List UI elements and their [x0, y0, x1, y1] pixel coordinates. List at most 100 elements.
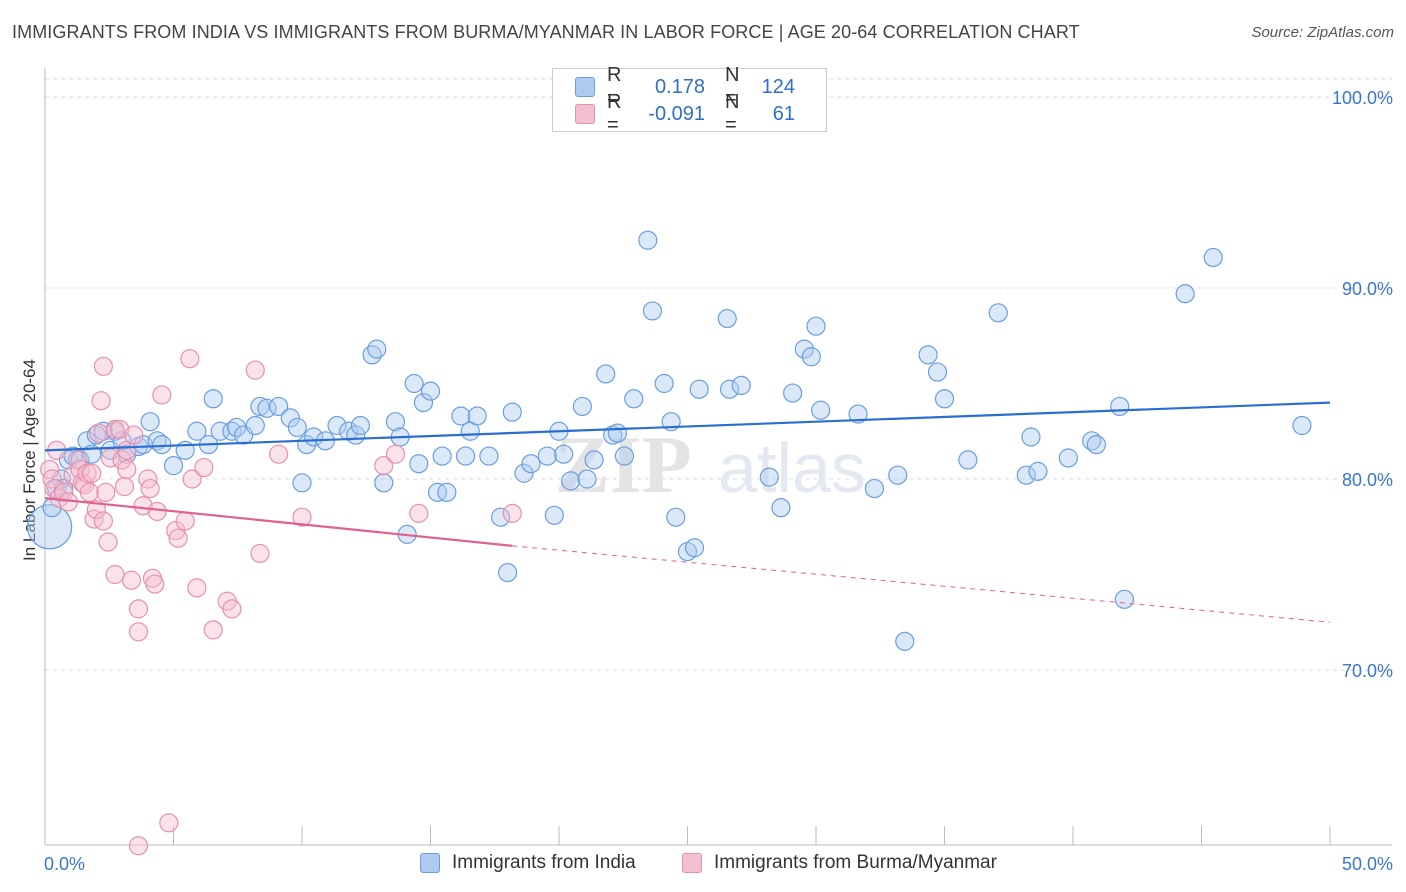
- point-india: [432, 446, 452, 466]
- point-burma: [79, 482, 99, 502]
- point-india: [624, 389, 644, 409]
- point-india: [1110, 396, 1130, 417]
- point-india: [280, 408, 300, 428]
- y-tick-label: 90.0%: [1342, 279, 1393, 299]
- point-burma: [409, 503, 429, 523]
- bottom-legend-india: Immigrants from India: [420, 852, 636, 874]
- point-burma: [93, 511, 114, 531]
- point-india: [413, 393, 434, 413]
- point-india: [584, 450, 604, 470]
- point-india: [684, 538, 705, 558]
- point-burma: [112, 450, 132, 470]
- y-tick-label: 80.0%: [1342, 470, 1393, 490]
- point-india: [1058, 448, 1078, 468]
- point-india: [794, 339, 814, 359]
- point-burma: [128, 599, 149, 619]
- point-india: [958, 450, 978, 470]
- watermark-atlas: atlas: [718, 429, 866, 507]
- point-india: [666, 507, 686, 527]
- point-india: [1203, 247, 1223, 268]
- point-india: [806, 316, 826, 336]
- point-india: [521, 454, 541, 474]
- point-burma: [182, 469, 202, 489]
- point-india: [801, 347, 821, 367]
- point-burma: [187, 578, 207, 598]
- point-india: [895, 631, 915, 651]
- point-india: [561, 471, 581, 491]
- legend-n-label: N =: [725, 91, 740, 136]
- point-india: [607, 423, 628, 443]
- point-india: [327, 415, 347, 436]
- point-burma: [147, 501, 167, 522]
- legend-swatch-india: [575, 77, 595, 97]
- point-burma: [502, 503, 522, 523]
- point-india: [498, 562, 518, 583]
- point-india: [437, 482, 457, 502]
- point-india: [420, 381, 441, 401]
- point-india: [888, 465, 908, 485]
- point-burma: [91, 391, 111, 411]
- point-burma: [269, 444, 289, 464]
- point-india: [577, 469, 597, 489]
- point-burma: [124, 425, 144, 445]
- point-india: [537, 446, 557, 466]
- trendline-india: [44, 401, 1331, 452]
- point-india: [1114, 589, 1135, 609]
- point-burma: [114, 477, 135, 497]
- point-burma: [128, 622, 149, 642]
- point-india: [783, 383, 803, 403]
- point-india: [759, 467, 779, 487]
- point-india: [638, 230, 658, 250]
- point-burma: [374, 456, 394, 476]
- point-india: [1175, 284, 1195, 304]
- legend-r-value: 0.178: [654, 75, 705, 98]
- point-india: [1086, 435, 1106, 455]
- legend-n-label: N =: [725, 64, 740, 109]
- point-india: [864, 478, 885, 499]
- bottom-legend-swatch-india: [420, 853, 440, 873]
- bottom-legend-swatch-burma: [682, 853, 702, 873]
- point-india: [596, 364, 616, 384]
- point-india: [257, 398, 277, 418]
- point-india: [717, 308, 737, 329]
- point-burma: [89, 423, 109, 443]
- point-india: [203, 389, 223, 409]
- point-india: [404, 373, 424, 394]
- point-burma: [44, 478, 64, 499]
- point-burma: [180, 349, 200, 369]
- point-india: [731, 375, 751, 396]
- point-india: [140, 412, 160, 432]
- point-burma: [168, 528, 188, 548]
- bottom-legend-label-burma: Immigrants from Burma/Myanmar: [714, 852, 997, 873]
- legend-r-label: R =: [607, 64, 622, 109]
- point-burma: [222, 599, 242, 619]
- point-india: [654, 373, 674, 394]
- y-tick-label: 70.0%: [1342, 661, 1393, 681]
- point-burma: [152, 385, 172, 405]
- point-burma: [77, 463, 97, 483]
- legend-swatch-burma: [575, 104, 595, 124]
- point-burma: [140, 478, 160, 499]
- point-india: [1021, 427, 1041, 447]
- legend-r-label: R =: [607, 91, 622, 136]
- point-india: [451, 406, 471, 426]
- point-burma: [250, 543, 270, 564]
- legend-n-value: 124: [761, 75, 795, 98]
- point-burma: [245, 360, 265, 380]
- point-burma: [96, 482, 116, 502]
- point-india: [409, 454, 429, 474]
- point-india: [385, 412, 406, 432]
- y-tick-label: 100.0%: [1332, 88, 1393, 108]
- point-burma: [128, 836, 149, 856]
- point-india: [250, 396, 270, 417]
- legend-row-india: R = 0.178 N = 124: [575, 64, 795, 109]
- point-india: [226, 417, 247, 438]
- legend-row-burma: R = -0.091 N = 61: [575, 91, 795, 136]
- point-india: [848, 404, 868, 424]
- point-burma: [54, 482, 74, 502]
- point-burma: [93, 356, 114, 376]
- point-burma: [105, 564, 125, 585]
- point-india: [544, 505, 564, 525]
- point-india: [988, 303, 1008, 323]
